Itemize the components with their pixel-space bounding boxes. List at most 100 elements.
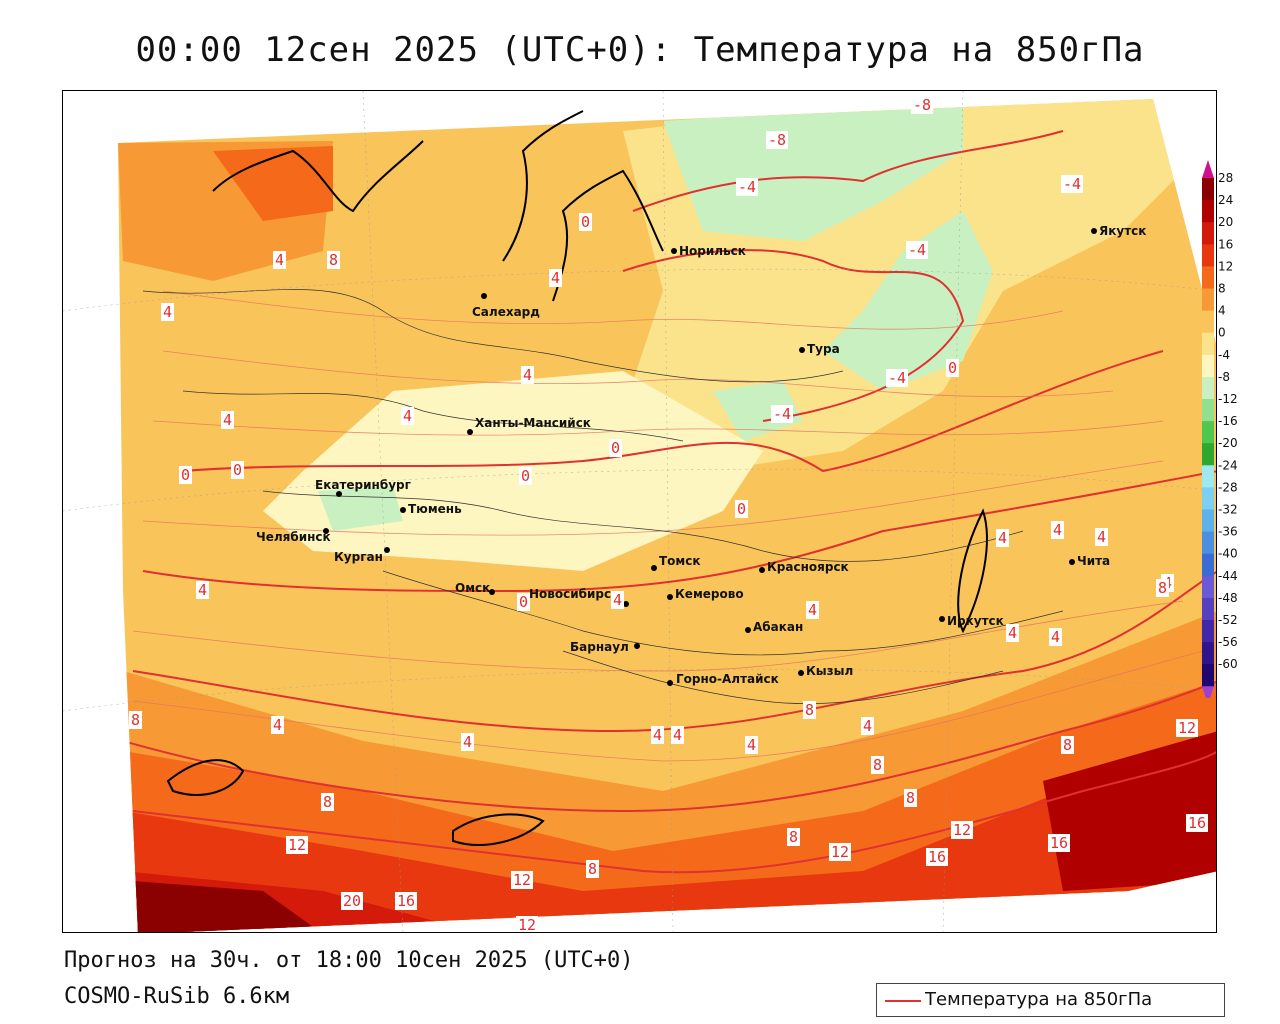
colorbar-tick-label: -24: [1218, 458, 1238, 472]
isotherm-label-background: [586, 860, 599, 878]
city-marker[interactable]: Горно-Алтайск: [667, 672, 779, 686]
colorbar-tick-label: -48: [1218, 591, 1238, 605]
colorbar-swatch: [1202, 399, 1214, 422]
isotherm-label-background: [911, 96, 933, 114]
city-marker[interactable]: Новосибирск: [529, 587, 629, 607]
city-marker[interactable]: Ханты-Мансийск: [467, 416, 591, 435]
city-label-krasnoyarsk: Красноярск: [767, 560, 849, 574]
isotherm-value-label: 16: [1050, 834, 1068, 852]
colorbar-tick-label: -36: [1218, 525, 1238, 539]
city-label-abakan: Абакан: [753, 620, 803, 634]
city-marker[interactable]: Курган: [334, 547, 390, 564]
isotherm-label-background: [871, 756, 884, 774]
isotherm-value-label: 4: [463, 733, 472, 751]
colorbar-swatch: [1202, 376, 1214, 400]
isotherm-value-label: 4: [998, 529, 1007, 547]
colorbar-swatch: [1202, 509, 1214, 533]
isotherm-value-label: -4: [738, 178, 756, 196]
legend-label: Температура на 850гПа: [925, 989, 1153, 1010]
city-marker[interactable]: Томск: [651, 554, 701, 571]
city-marker[interactable]: Красноярск: [759, 560, 849, 574]
colorbar-swatch: [1202, 421, 1214, 444]
isotherm-value-label: 0: [519, 593, 528, 611]
isotherm-value-label: 12: [831, 843, 849, 861]
isotherm-label-background: [904, 789, 917, 807]
colorbar-swatch: [1202, 575, 1214, 599]
city-marker[interactable]: Барнаул: [570, 640, 640, 654]
city-marker[interactable]: Иркутск: [939, 614, 1004, 628]
colorbar-tick-label: -44: [1218, 569, 1238, 583]
city-marker[interactable]: Екатеринбург: [315, 478, 411, 497]
colorbar-tick-label: -32: [1218, 503, 1238, 517]
isotherm-value-label: 8: [588, 860, 597, 878]
colorbar-swatch: [1202, 266, 1214, 289]
city-label-tura: Тура: [807, 342, 840, 356]
isotherm-label-background: [395, 892, 417, 910]
isotherm-label-background: [766, 131, 788, 149]
isotherm-value-label: 4: [1097, 528, 1106, 546]
colorbar-swatch: [1202, 200, 1214, 223]
colorbar-min-arrow: [1202, 686, 1214, 698]
legend-line-swatch: [885, 1000, 921, 1002]
isotherm-value-label: 8: [805, 701, 814, 719]
isotherm-value-label: 8: [329, 251, 338, 269]
isotherm-label-background: [736, 178, 758, 196]
colorbar-swatch: [1202, 332, 1214, 356]
colorbar-swatch: [1202, 487, 1214, 510]
colorbar-swatch: [1202, 664, 1214, 687]
isotherm-label-background: [129, 711, 142, 729]
forecast-info: Прогноз на 30ч. от 18:00 10сен 2025 (UTC…: [64, 948, 634, 973]
isotherm-value-label: 12: [1178, 719, 1196, 737]
isotherm-value-label: 8: [789, 828, 798, 846]
isotherm-value-label: 4: [653, 726, 662, 744]
isotherm-label-background: [609, 439, 622, 457]
city-marker[interactable]: Абакан: [745, 620, 803, 634]
city-label-tyumen: Тюмень: [408, 502, 462, 516]
isotherm-value-label: 0: [737, 500, 746, 518]
colorbar-tick-label: -60: [1218, 657, 1238, 671]
isotherm-value-label: 4: [163, 303, 172, 321]
city-marker[interactable]: Тюмень: [400, 502, 462, 516]
isotherm-value-label: 4: [275, 251, 284, 269]
city-marker[interactable]: Омск: [455, 581, 495, 595]
city-marker[interactable]: Кемерово: [667, 587, 744, 601]
city-marker[interactable]: Норильск: [671, 244, 746, 258]
isotherm-value-label: 20: [343, 892, 361, 910]
city-label-salekhard: Салехард: [472, 305, 540, 319]
isotherm-value-label: 4: [1053, 521, 1062, 539]
colorbar-swatch: [1202, 310, 1214, 334]
colorbar-tick-label: -20: [1218, 436, 1238, 450]
isotherm-value-label: 8: [323, 793, 332, 811]
colorbar-tick-label: -8: [1218, 370, 1230, 384]
colorbar-tick-label: 4: [1218, 304, 1226, 318]
isotherm-value-label: 4: [747, 736, 756, 754]
isotherm-value-label: -4: [908, 241, 926, 259]
isotherm-value-label: 12: [518, 916, 536, 933]
isotherm-label-background: [231, 461, 244, 479]
isotherm-label-background: [286, 836, 308, 854]
isotherm-value-label: 4: [1008, 624, 1017, 642]
city-marker[interactable]: Кызыл: [798, 664, 853, 678]
isotherm-label-background: [521, 366, 534, 384]
city-marker[interactable]: Челябинск: [256, 528, 331, 544]
city-marker[interactable]: Якутск: [1091, 224, 1146, 238]
isotherm-label-background: [1006, 624, 1019, 642]
isotherm-label-background: [579, 213, 592, 231]
isotherm-label-background: [461, 733, 474, 751]
city-label-kurgan: Курган: [334, 550, 383, 564]
isotherm-label-background: [906, 241, 928, 259]
isotherm-value-label: 4: [863, 717, 872, 735]
city-marker[interactable]: Тура: [799, 342, 840, 356]
temperature-map[interactable]: Норильск Якутск Салехард Тура Ханты-Манс…: [62, 90, 1217, 933]
isotherm-label-background: [1048, 834, 1070, 852]
colorbar-swatch: [1202, 443, 1214, 466]
isotherm-label-background: [327, 251, 340, 269]
colorbar-swatch: [1202, 244, 1214, 267]
city-marker[interactable]: Чита: [1069, 554, 1110, 568]
map-title: 00:00 12сен 2025 (UTC+0): Температура на…: [135, 30, 1145, 70]
isotherm-label-background: [745, 736, 758, 754]
city-marker[interactable]: Салехард: [472, 293, 540, 319]
isotherm-label-background: [271, 716, 284, 734]
isotherm-label-background: [517, 593, 530, 611]
city-label-omsk: Омск: [455, 581, 490, 595]
